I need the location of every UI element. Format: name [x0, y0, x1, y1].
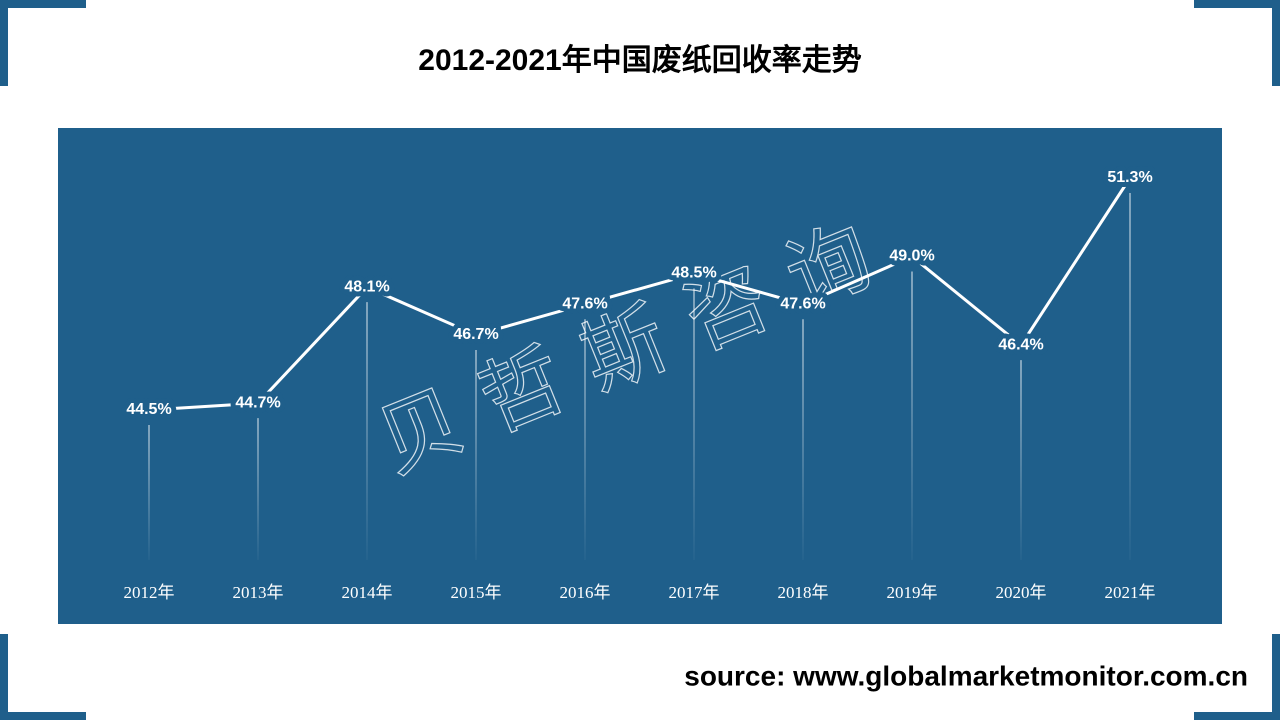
x-tick-label: 2019年 [887, 583, 938, 602]
x-tick-label: 2018年 [778, 583, 829, 602]
x-tick-label: 2015年 [451, 583, 502, 602]
line [148, 177, 1132, 412]
plot-panel [58, 128, 1222, 624]
x-tick-label: 2017年 [669, 583, 720, 602]
data-label: 48.5% [671, 265, 716, 282]
x-tick-label: 2014年 [342, 583, 393, 602]
x-tick-label: 2020年 [996, 583, 1047, 602]
x-tick-label: 2021年 [1105, 583, 1156, 602]
chart-title: 2012-2021年中国废纸回收率走势 [418, 44, 861, 77]
x-tick-label: 2012年 [124, 583, 175, 602]
data-label: 47.6% [562, 295, 607, 312]
data-label: 44.5% [126, 401, 171, 418]
data-label: 49.0% [889, 248, 934, 265]
data-label: 46.4% [998, 336, 1043, 353]
x-tick-label: 2013年 [233, 583, 284, 602]
data-label: 44.7% [235, 394, 280, 411]
data-label: 47.6% [780, 295, 825, 312]
x-tick-label: 2016年 [560, 583, 611, 602]
data-label: 46.7% [453, 326, 498, 343]
data-label: 51.3% [1107, 169, 1152, 186]
source: source: www.globalmarketmonitor.com.cn [684, 660, 1248, 691]
data-label: 48.1% [344, 278, 389, 295]
